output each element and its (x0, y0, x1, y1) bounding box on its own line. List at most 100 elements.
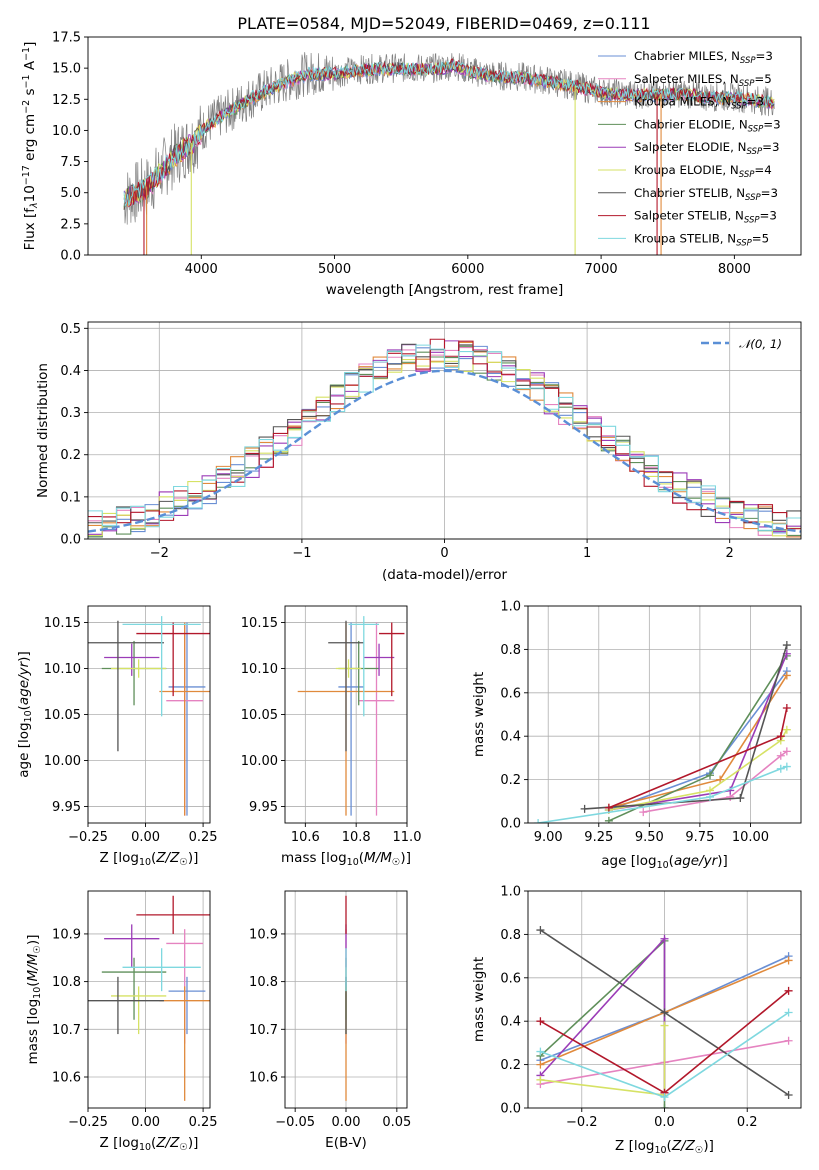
weight-marker (782, 725, 791, 734)
errorbar-chabrier-miles (168, 622, 206, 816)
weight-marker (536, 1060, 545, 1069)
legend-nssp: =3 (759, 209, 776, 223)
errorbar-chabrier-elodie (338, 640, 380, 706)
x-axis-label-part: 10 (654, 1145, 666, 1156)
weight-series-chabrier-miles (604, 667, 791, 814)
weight-marker (782, 641, 791, 650)
y-axis-label-part: ( (16, 705, 32, 710)
y-tick-label: 0.2 (500, 773, 521, 788)
weight-series-chabrier-stelib (536, 926, 793, 1099)
y-axis-label-part: )] (16, 651, 32, 662)
x-axis-label-part: Z [log (615, 1138, 654, 1154)
x-axis-label-part: ☉ (392, 857, 401, 868)
y-tick-label: 5.0 (60, 186, 81, 201)
x-tick-label: 10.6 (291, 830, 320, 845)
chart-age_vs_Z: −0.25 0.00 0.25 9.95 10.00 10.05 10.10 10.15 Z [… (16, 605, 218, 868)
y-tick-label: 2.5 (60, 217, 81, 232)
x-axis-label-part: Z/Z (671, 1138, 696, 1154)
x-axis-label-part: Z [log (100, 1135, 139, 1151)
weight-series-kroupa-stelib (534, 762, 791, 823)
x-axis-label-part: ( (359, 850, 364, 866)
y-tick-label: 0.5 (60, 322, 81, 337)
y-tick-label: 0.0 (500, 1102, 521, 1117)
errorbar-salpeter-elodie (363, 643, 395, 676)
x-tick-label: 10.00 (732, 830, 769, 845)
y-axis-label-part: λ (29, 202, 40, 209)
y-tick-label: 10.6 (249, 1071, 278, 1086)
y-tick-label: 10.0 (52, 124, 81, 139)
x-tick-label: 7000 (585, 262, 618, 277)
legend-series-name: Kroupa STELIB (634, 231, 720, 245)
x-tick-label: 10.8 (342, 830, 371, 845)
weight-series-salpeter-stelib (604, 703, 791, 812)
errorbar-kroupa-miles (159, 986, 210, 1101)
y-tick-label: 0.0 (60, 533, 81, 548)
observed-spectrum-line (123, 52, 775, 225)
x-axis-label-part: age/yr (674, 853, 719, 869)
y-axis-label: age [log10(age/yr)] (16, 651, 34, 777)
legend-nssp: =4 (754, 163, 771, 177)
legend-subscript: SSP (739, 170, 755, 180)
legend-nssp: =3 (761, 186, 778, 200)
legend-entry-kroupa-miles: Kroupa MILES, NSSP=3 (634, 95, 764, 112)
y-tick-label: 0.2 (500, 1058, 521, 1073)
y-axis-label-part: Normed distribution (35, 363, 51, 498)
errorbar-kroupa-elodie (111, 986, 167, 1035)
y-tick-label: 0.0 (500, 817, 521, 832)
legend-separator: , N (730, 140, 746, 154)
y-tick-label: 15.0 (52, 62, 81, 77)
chart-weight_vs_age: 9.00 9.25 9.50 9.75 10.00 0.0 0.2 0.4 0.6 0.8 1.0 a… (471, 600, 802, 871)
weight-marker (604, 803, 613, 812)
x-axis-label-part: E(B-V) (325, 1135, 367, 1151)
x-axis-label: (data-model)/error (382, 567, 508, 583)
x-tick-label: 0.00 (131, 1115, 160, 1130)
legend-nssp: =3 (762, 140, 779, 154)
x-tick-label: 4000 (185, 262, 218, 277)
x-tick-label: 0.00 (131, 830, 160, 845)
legend-separator: , N (728, 209, 744, 223)
y-tick-label: 0.8 (500, 928, 521, 943)
x-tick-label: 5000 (318, 262, 351, 277)
legend-separator: , N (722, 163, 738, 177)
x-tick-label: 0.2 (737, 1115, 758, 1130)
chart-spectrum: 4000 5000 6000 7000 8000 0.0 2.5 5.0 7.5 10.0 12.5… (21, 31, 802, 298)
weight-marker (660, 934, 669, 943)
plot-area (297, 616, 405, 816)
legend-series-name: Chabrier STELIB (634, 186, 729, 200)
axes-frame (87, 605, 211, 824)
weight-marker (716, 775, 725, 784)
legend-nssp: =3 (747, 95, 764, 109)
weight-line (608, 674, 788, 809)
weight-marker (660, 1093, 669, 1102)
y-axis-label-part: age [log (16, 722, 32, 777)
plot-area (123, 52, 775, 255)
legend-entry-kroupa-elodie: Kroupa ELODIE, NSSP=4 (634, 163, 772, 180)
weight-marker (782, 747, 791, 756)
legend-separator: , N (720, 231, 736, 245)
y-tick-label: 10.15 (44, 616, 81, 631)
x-axis-label-part: 10 (139, 857, 151, 868)
y-tick-label: 0.3 (60, 406, 81, 421)
plot-area (536, 926, 793, 1108)
y-tick-label: 0.2 (60, 448, 81, 463)
x-axis-label-part: (data-model)/error (382, 567, 508, 583)
y-axis-label-part: M/M (25, 953, 41, 981)
y-tick-label: 10.7 (249, 1023, 278, 1038)
y-axis-label-part: −2 (21, 100, 32, 114)
x-tick-label: 9.50 (635, 830, 664, 845)
weight-marker (776, 751, 785, 760)
weight-marker (784, 1036, 793, 1045)
x-axis-label: Z [log10(Z/Z☉)] (100, 850, 199, 868)
x-tick-label: 11.0 (393, 830, 422, 845)
legend-subscript: SSP (739, 79, 755, 89)
y-axis-label-part: 10 (32, 987, 43, 999)
y-tick-label: 10.00 (44, 754, 81, 769)
weight-marker (639, 808, 648, 817)
weight-line (608, 729, 788, 811)
weight-marker (784, 986, 793, 995)
x-axis-label-part: Z/Z (155, 850, 180, 866)
axes-frame (87, 36, 802, 256)
residual-histogram-salpeter-stelib (88, 338, 801, 530)
errorbar-salpeter-elodie (104, 924, 160, 968)
weight-marker (580, 804, 589, 813)
